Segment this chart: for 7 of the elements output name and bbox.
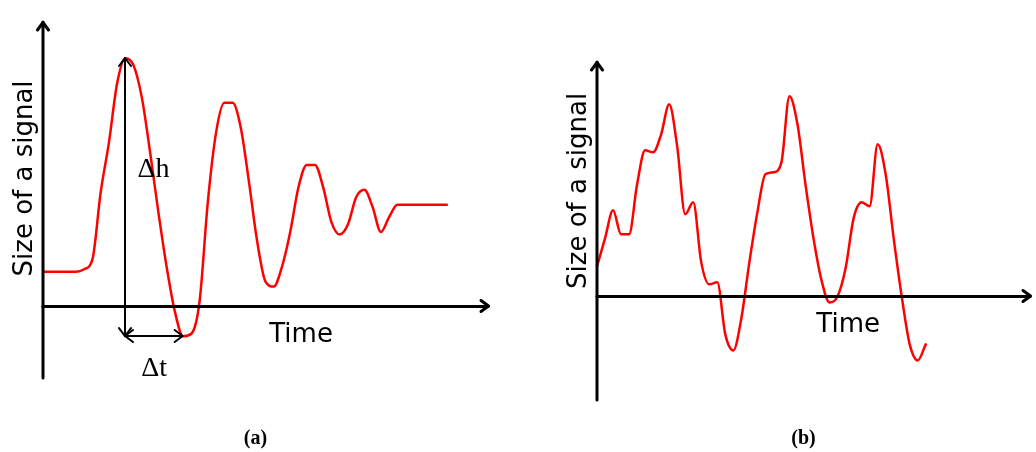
x-axis-title: Time [815, 308, 880, 339]
text: (a) [243, 426, 268, 449]
x-axis-title: Time [268, 318, 333, 349]
text: Δt [141, 350, 168, 382]
text: (b) [791, 426, 816, 449]
y-axis-title: Size of a signal [561, 92, 592, 289]
y-axis-title: Size of a signal [7, 80, 38, 277]
